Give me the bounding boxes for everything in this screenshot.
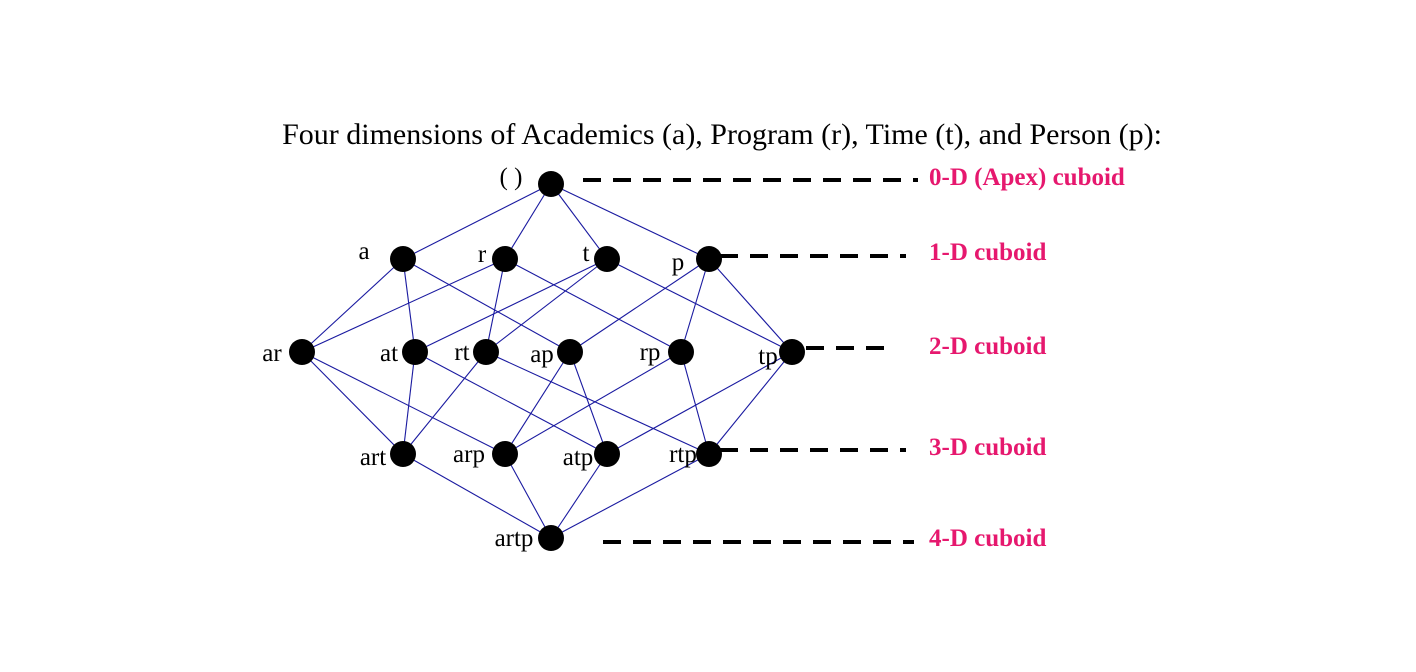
- node-label-rp: rp: [640, 339, 661, 366]
- node-label-ar: ar: [262, 340, 282, 367]
- edge-tp-rtp: [708, 351, 793, 455]
- node-a: [390, 246, 416, 272]
- edge-atp-artp: [550, 453, 608, 539]
- node-apex: [538, 171, 564, 197]
- edge-a-at: [402, 258, 416, 353]
- edge-r-ar: [301, 258, 506, 353]
- node-ap: [557, 339, 583, 365]
- edge-apex-a: [402, 183, 552, 260]
- edge-t-at: [414, 258, 608, 353]
- node-at: [402, 339, 428, 365]
- node-label-t: t: [583, 240, 590, 267]
- diagram-title: Four dimensions of Academics (a), Progra…: [282, 118, 1162, 151]
- node-label-apex: ( ): [500, 164, 523, 191]
- node-arp: [492, 441, 518, 467]
- node-label-tp: tp: [758, 343, 777, 370]
- node-atp: [594, 441, 620, 467]
- edge-apex-r: [504, 183, 552, 260]
- node-p: [696, 246, 722, 272]
- edge-at-art: [402, 351, 416, 455]
- node-label-at: at: [380, 340, 398, 367]
- node-label-rt: rt: [454, 339, 469, 366]
- edge-p-tp: [708, 258, 793, 353]
- edge-ar-arp: [301, 351, 506, 455]
- node-label-arp: arp: [453, 441, 485, 468]
- lattice-edges: [301, 183, 793, 539]
- edge-rp-arp: [504, 351, 682, 455]
- edge-ar-art: [301, 351, 404, 455]
- level-label-level-1: 1-D cuboid: [929, 239, 1046, 266]
- node-ar: [289, 339, 315, 365]
- edge-rt-art: [402, 351, 487, 455]
- node-label-r: r: [478, 241, 487, 268]
- level-label-level-3: 3-D cuboid: [929, 434, 1046, 461]
- edge-ap-atp: [569, 351, 608, 455]
- node-rp: [668, 339, 694, 365]
- edge-tp-atp: [606, 351, 793, 455]
- edge-apex-t: [550, 183, 608, 260]
- edge-at-atp: [414, 351, 608, 455]
- edge-r-rt: [485, 258, 506, 353]
- level-label-level-0: 0-D (Apex) cuboid: [929, 164, 1125, 191]
- edge-rtp-artp: [550, 453, 710, 539]
- node-label-art: art: [360, 444, 386, 471]
- level-labels: 0-D (Apex) cuboid 1-D cuboid 2-D cuboid 3-D…: [929, 164, 1125, 552]
- node-rtp: [696, 441, 722, 467]
- edge-a-ar: [301, 258, 404, 353]
- edge-t-rt: [485, 258, 608, 353]
- edge-arp-artp: [504, 453, 552, 539]
- level-label-level-2: 2-D cuboid: [929, 333, 1046, 360]
- node-art: [390, 441, 416, 467]
- node-rt: [473, 339, 499, 365]
- node-label-atp: atp: [563, 444, 594, 471]
- node-label-rtp: rtp: [669, 441, 697, 468]
- edge-rp-rtp: [680, 351, 710, 455]
- node-label-artp: artp: [495, 525, 534, 552]
- edge-apex-p: [550, 183, 710, 260]
- node-t: [594, 246, 620, 272]
- level-leader-lines: [583, 178, 918, 544]
- edge-ap-arp: [504, 351, 571, 455]
- edge-r-rp: [504, 258, 682, 353]
- node-label-a: a: [358, 238, 369, 265]
- edge-p-ap: [569, 258, 710, 353]
- edge-p-rp: [680, 258, 710, 353]
- node-artp: [538, 525, 564, 551]
- node-label-p: p: [672, 249, 685, 276]
- edge-art-artp: [402, 453, 552, 539]
- node-r: [492, 246, 518, 272]
- node-label-ap: ap: [530, 341, 554, 368]
- edge-rt-rtp: [485, 351, 710, 455]
- level-label-level-4: 4-D cuboid: [929, 525, 1046, 552]
- edge-t-tp: [606, 258, 793, 353]
- node-tp: [779, 339, 805, 365]
- edge-a-ap: [402, 258, 571, 353]
